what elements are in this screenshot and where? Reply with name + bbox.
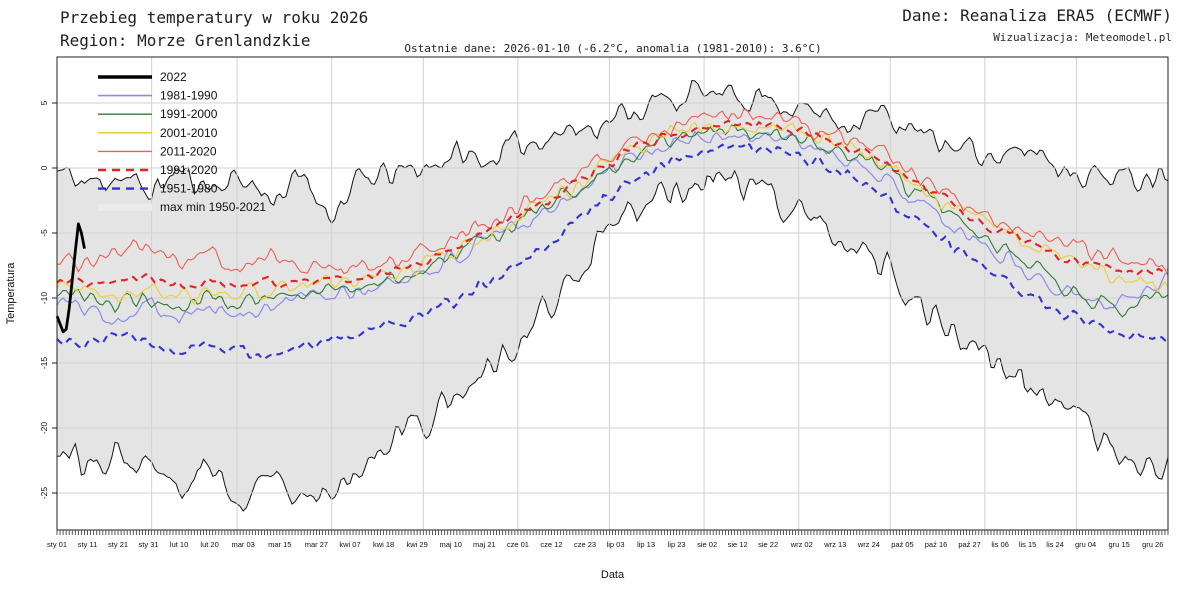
y-tick-label: 0 [39, 165, 49, 170]
x-tick-label: paź 05 [891, 540, 914, 549]
x-tick-label: lis 15 [1019, 540, 1037, 549]
x-tick-label: paź 27 [958, 540, 981, 549]
data-source-label: Dane: Reanaliza ERA5 (ECMWF) [902, 6, 1172, 25]
visualization-credit: Wizualizacja: Meteomodel.pl [993, 31, 1172, 44]
x-tick-label: lip 03 [607, 540, 625, 549]
y-tick-label: -15 [39, 357, 49, 370]
legend-label: 1981-1990 [160, 89, 218, 103]
band-min-line [56, 169, 1169, 512]
x-tick-label: paź 16 [925, 540, 948, 549]
x-tick-label: sie 12 [728, 540, 748, 549]
x-tick-label: cze 12 [540, 540, 562, 549]
series-1991-2000 [56, 124, 1169, 318]
x-tick-label: sty 01 [47, 540, 67, 549]
x-tick-label: sie 22 [758, 540, 778, 549]
y-axis: 5 0 -5 -10 -15 -20 -25 [39, 100, 57, 499]
y-tick-label: -25 [39, 487, 49, 500]
x-tick-label: lis 06 [991, 540, 1009, 549]
y-axis-title: Temperatura [5, 262, 17, 325]
x-axis-title: Data [601, 569, 625, 581]
series-1991-2020 [56, 119, 1169, 290]
legend-label: 2022 [160, 70, 187, 84]
x-tick-label: maj 21 [473, 540, 496, 549]
chart-title-line2: Region: Morze Grenlandzkie [60, 31, 311, 51]
x-tick-label: wrz 02 [790, 540, 813, 549]
x-tick-label: kwi 18 [373, 540, 394, 549]
x-tick-label: lip 13 [637, 540, 655, 549]
legend-label: 1951-1980 [160, 182, 218, 196]
series-2011-2020 [56, 108, 1169, 276]
y-tick-label: 5 [39, 100, 49, 105]
x-tick-label: wrz 24 [857, 540, 880, 549]
legend-label: 1991-2000 [160, 107, 218, 121]
legend: 2022 1981-1990 1991-2000 2001-2010 2011-2020… [98, 70, 266, 214]
x-tick-label: kwi 07 [339, 540, 360, 549]
last-data-subtitle: Ostatnie dane: 2026-01-10 (-6.2°C, anoma… [404, 42, 822, 55]
legend-label: max min 1950-2021 [160, 200, 266, 214]
x-tick-label: cze 23 [574, 540, 596, 549]
x-tick-label: gru 15 [1109, 540, 1130, 549]
series-2001-2010 [56, 121, 1169, 306]
legend-label: 1991-2020 [160, 163, 218, 177]
x-tick-label: lut 10 [170, 540, 188, 549]
x-tick-label: gru 04 [1075, 540, 1096, 549]
x-tick-label: gru 26 [1142, 540, 1163, 549]
x-tick-label: sie 02 [697, 540, 717, 549]
x-tick-label: mar 27 [305, 540, 328, 549]
x-tick-label: sty 11 [78, 540, 97, 549]
data-source-block: Dane: Reanaliza ERA5 (ECMWF) Wizualizacj… [902, 6, 1172, 44]
x-tick-label: lut 20 [200, 540, 218, 549]
chart-title-block: Przebieg temperatury w roku 2026 Region:… [60, 6, 368, 52]
y-tick-label: -10 [39, 292, 49, 305]
y-tick-label: -5 [39, 229, 49, 237]
x-tick-label: cze 01 [507, 540, 529, 549]
x-tick-label: sty 31 [139, 540, 159, 549]
band-max-min-1950-2021 [56, 79, 1169, 512]
legend-label: 2011-2020 [160, 144, 217, 158]
x-tick-label: maj 10 [439, 540, 462, 549]
chart-title-line1: Przebieg temperatury w roku 2026 [60, 8, 369, 27]
x-tick-label: mar 03 [232, 540, 255, 549]
x-tick-label: kwi 29 [407, 540, 428, 549]
series-current-year-2022 [55, 222, 86, 334]
x-tick-label: lis 24 [1046, 540, 1064, 549]
y-tick-label: -20 [39, 422, 49, 435]
x-axis-ticks [56, 530, 1169, 535]
x-tick-label: mar 15 [268, 540, 291, 549]
x-tick-label: sty 21 [108, 540, 128, 549]
x-axis-labels: sty 01 sty 11 sty 21 sty 31 lut 10 lut 20 mar … [47, 540, 1163, 549]
band-fill [57, 80, 1168, 512]
legend-label: 2001-2010 [160, 126, 218, 140]
band-max-line [56, 79, 1169, 225]
series-1951-1980 [56, 140, 1169, 361]
gridlines [57, 57, 1168, 530]
x-tick-label: wrz 13 [823, 540, 846, 549]
x-tick-label: lip 23 [668, 540, 686, 549]
